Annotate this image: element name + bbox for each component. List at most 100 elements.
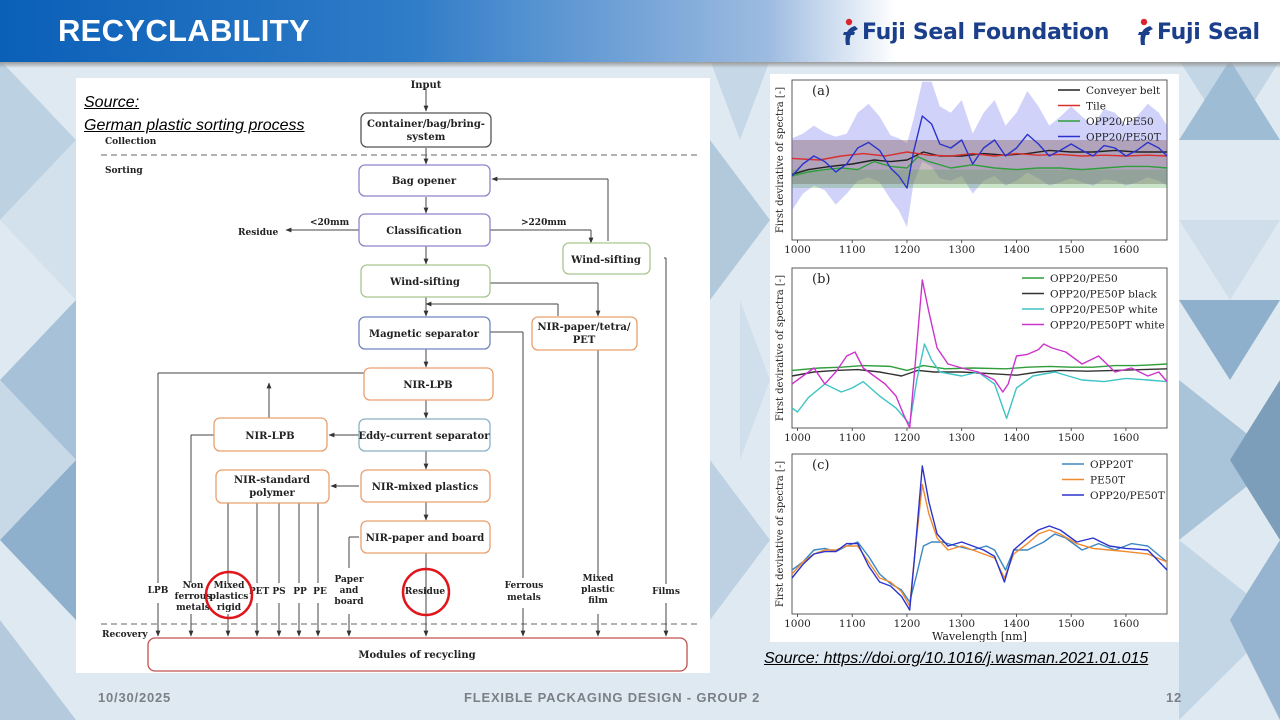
out-nonferrous-2: ferrous xyxy=(175,592,212,602)
out-mixed-rigid-3: rigid xyxy=(217,603,242,613)
x-tick-label: 1000 xyxy=(784,244,811,256)
out-paper-board-1: Paper xyxy=(334,575,363,585)
x-tick-label: 1200 xyxy=(894,618,921,630)
fuji-seal-foundation-logo: Fuji Seal Foundation xyxy=(840,14,1109,50)
wind-sifting-right-label: Wind-sifting xyxy=(570,255,641,266)
panel-label: (c) xyxy=(812,458,829,473)
out-ferrous-1: Ferrous xyxy=(505,581,544,591)
nir-paper-tetra-label-2: PET xyxy=(573,335,596,346)
legend-entry: OPP20/PE50 xyxy=(1086,116,1154,128)
header-bar xyxy=(0,0,1280,62)
footer-date: 10/30/2025 xyxy=(98,690,172,705)
x-tick-label: 1500 xyxy=(1058,432,1085,444)
out-mixed-film-1: Mixed xyxy=(583,574,614,584)
nir-lpb-left-box xyxy=(213,417,328,452)
series-line-2 xyxy=(791,483,1168,607)
magnetic-separator-box xyxy=(358,316,491,350)
input-label: Input xyxy=(411,80,442,91)
out-lpb: LPB xyxy=(148,586,169,596)
out-ferrous-2: metals xyxy=(507,593,541,603)
out-residue: Residue xyxy=(405,587,446,597)
header-shadow xyxy=(0,62,1280,68)
band-opp20-pe50 xyxy=(792,169,1167,188)
out-films: Films xyxy=(652,587,680,597)
legend-entry: OPP20/PE50P black xyxy=(1050,289,1157,301)
out-pet: PET xyxy=(249,587,270,597)
chart-3: 1000 1100 1200 1300 1400 1500 1600 First devira… xyxy=(775,453,1168,643)
highlight-circle-residue xyxy=(401,567,451,617)
bag-opener-box xyxy=(358,164,491,197)
slide-title: RECYCLABILITY xyxy=(58,13,310,48)
nir-paper-tetra-label-1: NIR-paper/tetra/ xyxy=(537,322,630,333)
x-tick-label: 1300 xyxy=(948,432,975,444)
bag-opener-label: Bag opener xyxy=(392,176,457,187)
spectra-charts-panel: 1000 1100 1200 1300 1400 1500 1600 First devira… xyxy=(770,74,1179,643)
out-mixed-film-3: film xyxy=(588,596,608,606)
out-paper-board-3: board xyxy=(334,597,364,607)
nir-mixed-box xyxy=(360,469,491,503)
plot-frame xyxy=(791,453,1168,615)
plot-frame xyxy=(791,267,1168,429)
magnetic-label: Magnetic separator xyxy=(369,329,480,340)
legend-entry: Tile xyxy=(1086,101,1106,113)
wind-sifting-right-box xyxy=(562,242,651,275)
flowchart-svg: Input Container/bag/bring- system Bag op… xyxy=(101,80,701,672)
x-tick-label: 1000 xyxy=(784,618,811,630)
x-tick-label: 1100 xyxy=(839,618,866,630)
panel-label: (a) xyxy=(812,84,830,99)
chart-2: 1000 1100 1200 1300 1400 1500 1600 First devira… xyxy=(775,267,1168,444)
source-left-line2: German plastic sorting process xyxy=(84,117,305,134)
series-line-3 xyxy=(791,343,1168,425)
recovery-label: Recovery xyxy=(102,630,148,640)
legend-entry: Conveyer belt xyxy=(1086,85,1161,97)
classification-box xyxy=(358,213,491,247)
eddy-current-box xyxy=(358,418,491,452)
series-line-4 xyxy=(791,115,1168,189)
collection-label: Collection xyxy=(105,137,157,147)
x-tick-label: 1500 xyxy=(1058,244,1085,256)
legend-entry: OPP20/PE50P white xyxy=(1050,304,1158,316)
nir-lpb-left-label: NIR-LPB xyxy=(245,431,294,442)
legend-entry: OPP20/PE50T xyxy=(1086,132,1161,144)
series-line-2 xyxy=(791,151,1168,161)
x-axis-label: Wavelength [nm] xyxy=(932,630,1027,642)
panel-label: (b) xyxy=(812,272,830,287)
out-nonferrous-1: Non xyxy=(183,581,204,591)
out-paper-board-2: and xyxy=(340,586,359,596)
legend-entry: PE50T xyxy=(1090,475,1125,487)
x-tick-label: 1400 xyxy=(1003,618,1030,630)
legend-entry: OPP20/PE50 xyxy=(1050,273,1118,285)
nir-paper-board-box xyxy=(360,520,491,554)
x-tick-label: 1300 xyxy=(948,244,975,256)
series-line-3 xyxy=(791,156,1168,177)
legend-entry: OPP20/PE50T xyxy=(1090,490,1165,502)
y-axis-label: First devirative of spectra [-] xyxy=(775,87,786,233)
foundation-logo-text: Fuji Seal Foundation xyxy=(862,19,1110,45)
nir-lpb-box xyxy=(363,367,494,401)
out-mixed-rigid-2: plastics xyxy=(210,592,249,602)
out-nonferrous-3: metals xyxy=(176,603,210,613)
legend-entry: OPP20T xyxy=(1090,459,1133,471)
x-tick-label: 1600 xyxy=(1113,244,1140,256)
eddy-label: Eddy-current separator xyxy=(359,431,491,442)
series-line-2 xyxy=(791,368,1168,377)
x-tick-label: 1200 xyxy=(894,244,921,256)
modules-label: Modules of recycling xyxy=(358,650,475,661)
container-box xyxy=(360,112,492,148)
nir-lpb-label: NIR-LPB xyxy=(403,380,452,391)
out-ps: PS xyxy=(272,587,285,597)
out-mixed-rigid-1: Mixed xyxy=(214,581,245,591)
series-line-1 xyxy=(791,363,1168,372)
footer-title: FLEXIBLE PACKAGING DESIGN - GROUP 2 xyxy=(464,690,761,705)
x-tick-label: 1100 xyxy=(839,244,866,256)
source-right-link[interactable]: Source: https://doi.org/10.1016/j.wasman… xyxy=(764,650,1149,667)
modules-box xyxy=(147,637,688,672)
nir-standard-box xyxy=(215,469,330,504)
container-label-1: Container/bag/bring- xyxy=(367,119,485,130)
nir-standard-label-2: polymer xyxy=(249,488,295,499)
plot-frame xyxy=(791,79,1168,241)
out-mixed-film-2: plastic xyxy=(581,585,615,595)
x-tick-label: 1200 xyxy=(894,432,921,444)
slide-number: 12 xyxy=(1166,690,1183,705)
company-logo-text: Fuji Seal xyxy=(1157,19,1260,45)
